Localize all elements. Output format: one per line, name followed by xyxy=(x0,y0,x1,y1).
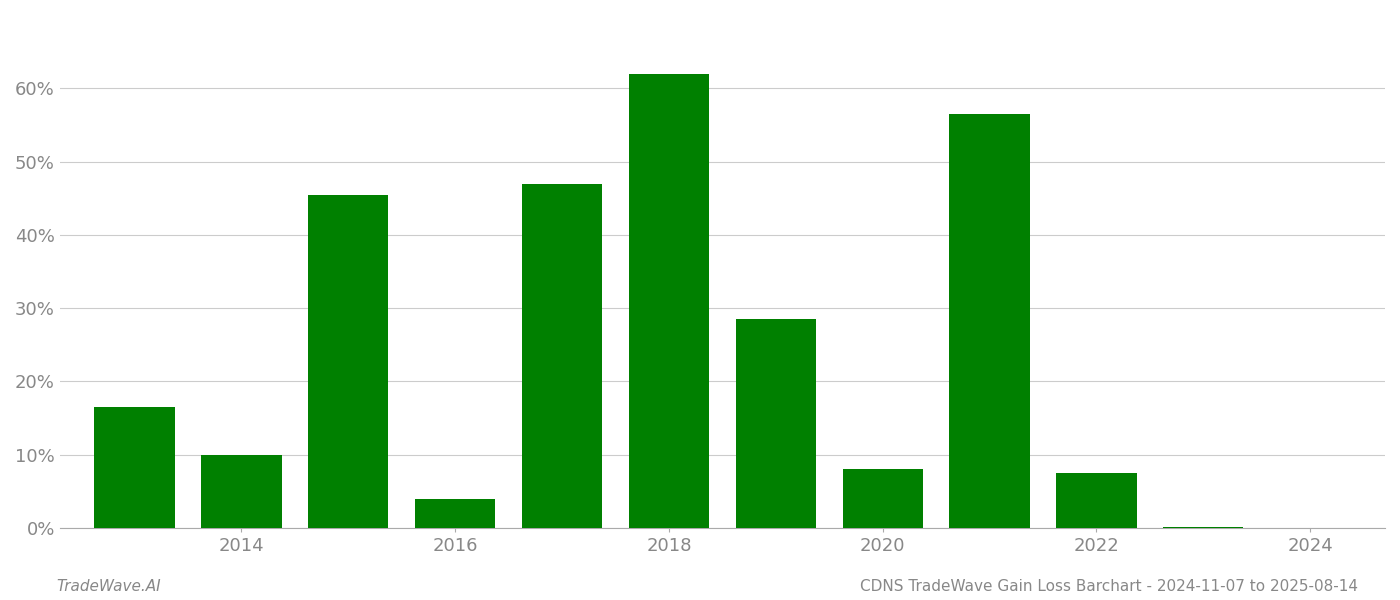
Bar xyxy=(949,114,1029,528)
Bar xyxy=(202,455,281,528)
Bar xyxy=(522,184,602,528)
Text: CDNS TradeWave Gain Loss Barchart - 2024-11-07 to 2025-08-14: CDNS TradeWave Gain Loss Barchart - 2024… xyxy=(860,579,1358,594)
Text: TradeWave.AI: TradeWave.AI xyxy=(56,579,161,594)
Bar xyxy=(414,499,496,528)
Bar xyxy=(736,319,816,528)
Bar xyxy=(629,74,708,528)
Bar xyxy=(308,194,388,528)
Bar xyxy=(94,407,175,528)
Bar xyxy=(843,469,923,528)
Bar xyxy=(1163,527,1243,528)
Bar xyxy=(1057,473,1137,528)
